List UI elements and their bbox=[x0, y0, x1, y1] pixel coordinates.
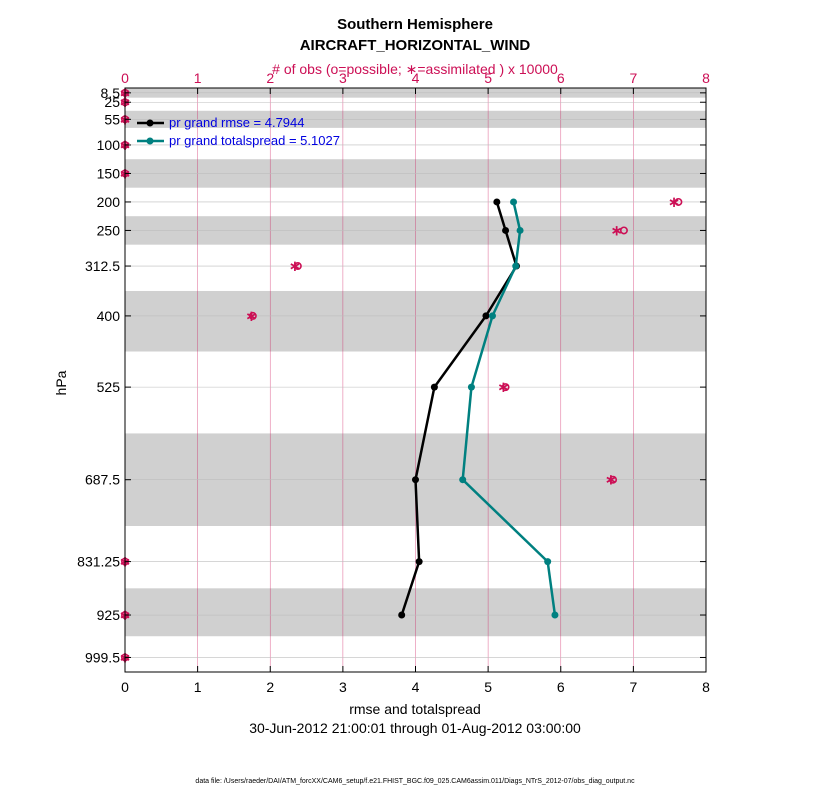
date-range-label: 30-Jun-2012 21:00:01 through 01-Aug-2012… bbox=[249, 720, 581, 736]
legend-spread-label: pr grand totalspread = 5.1027 bbox=[169, 133, 340, 148]
top-tick-label-0: 0 bbox=[121, 70, 129, 86]
plot-layer: ∗∗∗∗∗∗∗∗∗∗∗∗∗∗ bbox=[119, 85, 683, 666]
y-axis-label: hPa bbox=[53, 370, 69, 395]
series-1-point-5 bbox=[459, 476, 467, 484]
x-tick-label-0: 0 bbox=[121, 679, 129, 695]
y-tick-label-12: 925 bbox=[97, 607, 121, 623]
legend: pr grand rmse = 4.7944 pr grand totalspr… bbox=[137, 115, 340, 148]
obs-possible-marker-6 bbox=[619, 226, 628, 235]
series-0-point-7 bbox=[398, 611, 406, 619]
y-tick-label-6: 250 bbox=[97, 222, 121, 238]
top-tick-label-1: 1 bbox=[194, 70, 202, 86]
x-tick-label-5: 5 bbox=[484, 679, 492, 695]
obs-assimilated-marker-5: ∗ bbox=[668, 194, 681, 211]
obs-possible-marker-7 bbox=[293, 262, 302, 271]
x-tick-label-2: 2 bbox=[266, 679, 274, 695]
series-1-point-6 bbox=[544, 558, 552, 566]
legend-spread-marker bbox=[146, 137, 154, 145]
top-axis-label: # of obs (o=possible; ∗=assimilated ) x … bbox=[272, 61, 558, 77]
obs-assimilated-marker-9: ∗ bbox=[497, 379, 510, 396]
series-line-1 bbox=[461, 201, 557, 616]
legend-rmse-marker bbox=[146, 119, 154, 127]
y-tick-label-4: 150 bbox=[97, 165, 121, 181]
series-line-0 bbox=[400, 201, 518, 616]
obs-possible-marker-10 bbox=[609, 475, 618, 484]
top-tick-label-7: 7 bbox=[629, 70, 637, 86]
x-tick-label-6: 6 bbox=[557, 679, 565, 695]
obs-possible-marker-9 bbox=[501, 383, 510, 392]
series-1-point-3 bbox=[488, 312, 496, 320]
chart-subtitle: AIRCRAFT_HORIZONTAL_WIND bbox=[300, 37, 531, 54]
obs-assimilated-marker-7: ∗ bbox=[289, 258, 302, 275]
series-1-point-7 bbox=[551, 611, 559, 619]
series-0-point-0 bbox=[493, 198, 501, 206]
series-1-point-0 bbox=[510, 198, 518, 206]
y-tick-label-9: 525 bbox=[97, 379, 121, 395]
top-tick-label-8: 8 bbox=[702, 70, 710, 86]
x-tick-label-8: 8 bbox=[702, 679, 710, 695]
x-tick-label-1: 1 bbox=[194, 679, 202, 695]
top-tick-label-6: 6 bbox=[557, 70, 565, 86]
obs-possible-marker-5 bbox=[674, 197, 683, 206]
series-0-point-6 bbox=[415, 558, 423, 566]
obs-possible-marker-8 bbox=[248, 311, 257, 320]
y-tick-label-8: 400 bbox=[97, 308, 121, 324]
y-tick-label-11: 831.25 bbox=[77, 554, 120, 570]
top-tick-label-2: 2 bbox=[266, 70, 274, 86]
legend-rmse-label: pr grand rmse = 4.7944 bbox=[169, 115, 305, 130]
series-0-point-1 bbox=[502, 226, 510, 234]
data-file-footer: data file: /Users/raeder/DAI/ATM_forcXX/… bbox=[195, 778, 635, 785]
x-tick-label-3: 3 bbox=[339, 679, 347, 695]
series-1-point-1 bbox=[516, 226, 524, 234]
series-1-point-4 bbox=[467, 383, 475, 391]
y-tick-label-5: 200 bbox=[97, 194, 121, 210]
x-tick-label-7: 7 bbox=[629, 679, 637, 695]
y-tick-label-0: 8.5 bbox=[101, 85, 121, 101]
y-tick-label-13: 999.5 bbox=[85, 649, 120, 665]
y-tick-label-3: 100 bbox=[97, 137, 121, 153]
series-0-point-5 bbox=[412, 476, 419, 484]
top-tick-label-4: 4 bbox=[412, 70, 420, 86]
y-tick-label-7: 312.5 bbox=[85, 258, 120, 274]
top-tick-label-3: 3 bbox=[339, 70, 347, 86]
obs-assimilated-marker-6: ∗ bbox=[610, 222, 623, 239]
obs-assimilated-marker-10: ∗ bbox=[605, 472, 618, 489]
series-0-point-4 bbox=[430, 383, 438, 391]
x-axis-label: rmse and totalspread bbox=[349, 701, 481, 717]
y-tick-label-2: 55 bbox=[104, 111, 120, 127]
chart-title: Southern Hemisphere bbox=[337, 16, 493, 33]
y-tick-label-10: 687.5 bbox=[85, 472, 120, 488]
y-tick-label-1: 25 bbox=[104, 94, 120, 110]
x-tick-label-4: 4 bbox=[412, 679, 420, 695]
series-0-point-3 bbox=[482, 312, 490, 320]
obs-assimilated-marker-8: ∗ bbox=[245, 308, 258, 325]
series-1-point-2 bbox=[512, 262, 520, 270]
top-tick-label-5: 5 bbox=[484, 70, 492, 86]
